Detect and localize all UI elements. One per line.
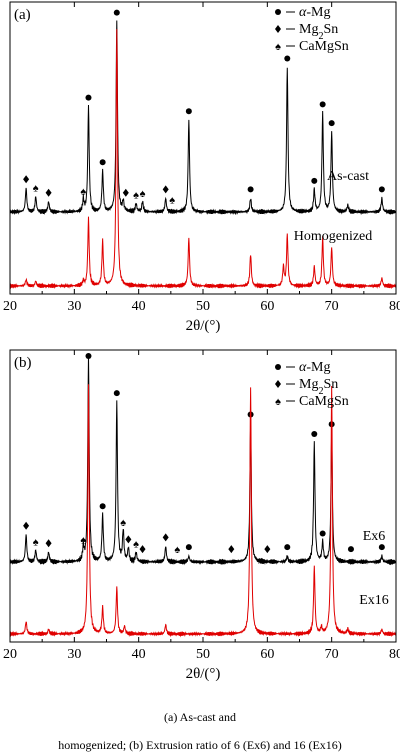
peak-marker-diamond <box>45 539 52 548</box>
peak-marker-circle <box>328 120 335 127</box>
legend-label-2: CaMgSn <box>299 394 349 409</box>
x-tick-label: 70 <box>325 299 339 314</box>
peak-marker-spade: ♠ <box>140 188 146 200</box>
x-axis-label: 2θ/(°) <box>186 318 221 334</box>
series-label-ex6: Ex6 <box>363 529 386 544</box>
x-tick-label: 20 <box>3 647 17 662</box>
peak-marker-circle <box>319 101 326 108</box>
x-tick-label: 60 <box>260 647 274 662</box>
panel-label: (a) <box>14 7 31 23</box>
x-tick-label: 40 <box>132 647 146 662</box>
peak-marker-circle <box>247 186 254 193</box>
peak-marker-circle <box>113 9 120 16</box>
x-tick-label: 70 <box>325 647 339 662</box>
peak-marker-circle <box>311 431 318 438</box>
peak-marker-diamond <box>125 535 132 544</box>
caption-line-1: (a) As-cast and <box>164 710 236 724</box>
peak-marker-diamond <box>228 545 235 554</box>
legend-marker-spade: ♠ <box>275 41 281 53</box>
x-tick-label: 50 <box>196 299 210 314</box>
peak-marker-circle <box>378 186 385 193</box>
peak-marker-diamond <box>139 545 146 554</box>
legend-marker-circle <box>275 364 281 370</box>
peak-marker-spade: ♠ <box>80 534 86 546</box>
peak-marker-diamond <box>45 188 52 197</box>
x-tick-label: 50 <box>196 647 210 662</box>
series-label-homogenized: Homogenized <box>294 229 373 244</box>
x-tick-label: 30 <box>67 299 81 314</box>
series-label-as-cast: As-cast <box>327 169 369 184</box>
legend-marker-spade: ♠ <box>275 396 281 408</box>
x-tick-label: 30 <box>67 647 81 662</box>
legend-label-0: α-Mg <box>299 5 330 20</box>
peak-marker-spade: ♠ <box>169 195 175 207</box>
peak-marker-diamond <box>23 175 30 184</box>
legend-label-1: Mg2Sn <box>299 22 338 42</box>
peak-marker-circle <box>319 530 326 537</box>
x-axis-label: 2θ/(°) <box>186 666 221 682</box>
legend-label-0: α-Mg <box>299 360 330 375</box>
x-tick-label: 40 <box>132 299 146 314</box>
legend-label-1: Mg2Sn <box>299 377 338 397</box>
caption-line-2: homogenized; (b) Extrusion ratio of 6 (E… <box>58 738 342 752</box>
x-tick-label: 80 <box>389 647 400 662</box>
legend-marker-circle <box>275 9 281 15</box>
legend-label-2: CaMgSn <box>299 39 349 54</box>
peak-marker-diamond <box>23 521 30 530</box>
peak-marker-circle <box>99 503 106 510</box>
panel-label: (b) <box>14 355 32 371</box>
series-label-ex16: Ex16 <box>359 593 389 608</box>
peak-marker-spade: ♠ <box>33 183 39 195</box>
peak-marker-spade: ♠ <box>174 544 180 556</box>
peak-marker-diamond <box>162 533 169 542</box>
peak-marker-circle <box>347 546 354 553</box>
x-tick-label: 80 <box>389 299 400 314</box>
peak-marker-diamond <box>162 185 169 194</box>
peak-marker-diamond <box>122 188 129 197</box>
peak-marker-spade: ♠ <box>33 536 39 548</box>
peak-marker-circle <box>185 544 192 551</box>
peak-marker-spade: ♠ <box>120 517 126 529</box>
peak-marker-spade: ♠ <box>133 190 139 202</box>
peak-marker-spade: ♠ <box>133 538 139 550</box>
peak-marker-circle <box>185 108 192 115</box>
peak-marker-diamond <box>264 545 271 554</box>
peak-marker-circle <box>284 544 291 551</box>
xrd-panel-b: Ex6 ♠ ♠ ♠ ♠ ♠ Ex16 20 30 40 50 60 70 80 2θ/(°) (b) α-Mg M… <box>3 349 400 682</box>
peak-marker-circle <box>85 353 92 359</box>
peak-marker-circle <box>311 177 318 184</box>
peak-marker-circle <box>85 94 92 101</box>
legend-marker-diamond <box>275 380 281 388</box>
peak-marker-circle <box>378 544 385 551</box>
x-tick-label: 60 <box>260 299 274 314</box>
peak-marker-circle <box>284 55 291 62</box>
peak-marker-spade: ♠ <box>80 186 86 198</box>
series-line-ex16 <box>10 384 396 638</box>
series-line-homogenized <box>10 29 396 290</box>
peak-marker-circle <box>99 159 106 166</box>
peak-marker-circle <box>113 390 120 397</box>
x-tick-label: 20 <box>3 299 17 314</box>
series-line-as-cast <box>10 20 396 216</box>
legend-marker-diamond <box>275 25 281 33</box>
